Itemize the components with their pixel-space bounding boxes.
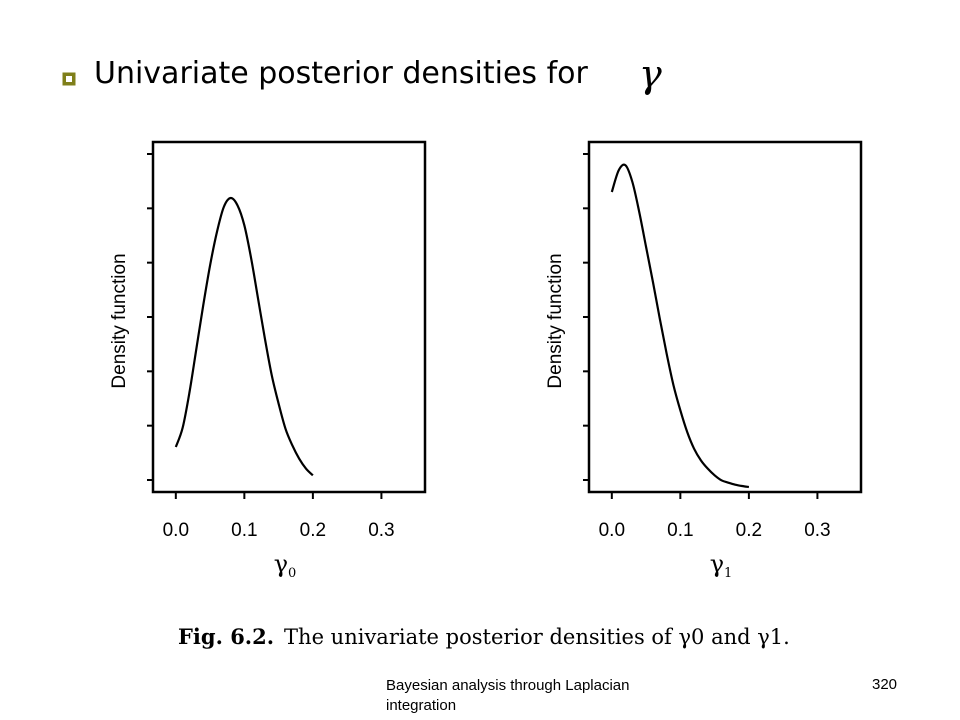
density-curve — [610, 163, 750, 489]
page-number: 320 — [872, 676, 898, 693]
y-axis-label: Density function — [545, 253, 566, 388]
x-tick-label: 0.3 — [368, 520, 394, 541]
x-tick-label: 0.0 — [163, 520, 189, 541]
plot-frame — [587, 140, 863, 494]
x-tick-label: 0.2 — [300, 520, 326, 541]
caption-label: Fig. 6.2. — [178, 624, 275, 649]
chart-gamma1: 0.0 0.1 0.2 0.3 γ1 Density function — [545, 140, 863, 581]
slide-title: Univariate posterior densities for — [94, 56, 588, 91]
x-tick-label: 0.1 — [231, 520, 257, 541]
chart-gamma0: 0.0 0.1 0.2 0.3 γ0 Density function — [109, 140, 427, 581]
x-tick-label: 0.2 — [736, 520, 762, 541]
x-tick-label: 0.3 — [804, 520, 830, 541]
footer-text: Bayesian analysis through Laplacian inte… — [386, 677, 630, 714]
square-bullet-icon — [62, 72, 76, 86]
caption-text: The univariate posterior densities of γ0… — [284, 625, 790, 649]
density-curve — [174, 196, 314, 477]
y-axis-label: Density function — [109, 253, 130, 388]
figure-caption: Fig. 6.2. The univariate posterior densit… — [178, 624, 790, 649]
x-axis-label: γ0 — [274, 550, 297, 581]
x-tick-label: 0.0 — [599, 520, 625, 541]
x-tick-label: 0.1 — [667, 520, 693, 541]
slide-title-symbol: γ — [639, 52, 662, 96]
x-axis-label: γ1 — [710, 550, 733, 581]
